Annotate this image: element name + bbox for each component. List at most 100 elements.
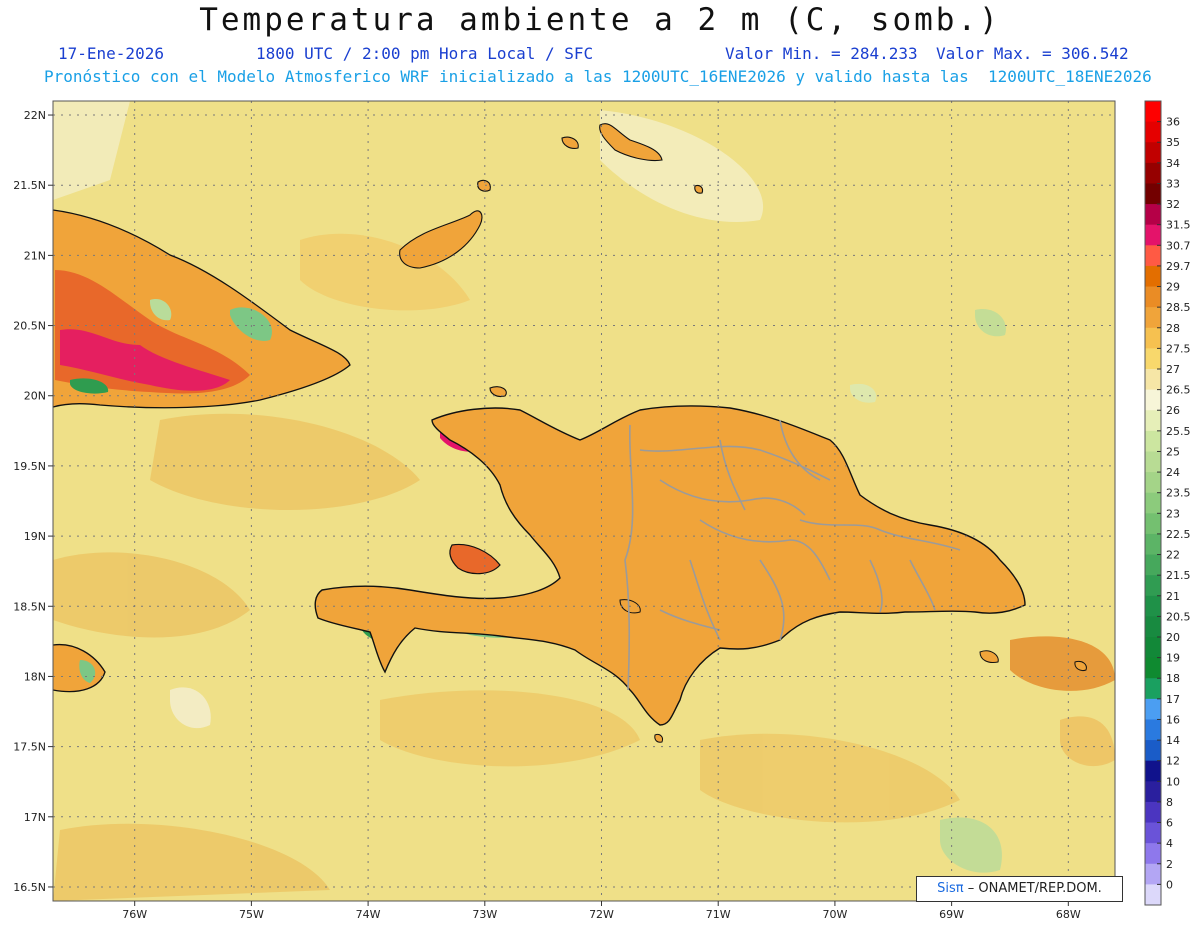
colorbar-swatch	[1145, 162, 1161, 184]
colorbar-swatch	[1145, 719, 1161, 741]
lat-tick-label: 19N	[24, 530, 46, 543]
map-title: Temperatura ambiente a 2 m (C, somb.)	[199, 2, 1001, 38]
lat-tick-label: 17N	[24, 811, 46, 824]
colorbar-label: 26	[1166, 404, 1180, 417]
colorbar-swatch	[1145, 822, 1161, 844]
colorbar-swatch	[1145, 327, 1161, 349]
colorbar-label: 23	[1166, 507, 1180, 520]
colorbar-label: 0	[1166, 878, 1173, 891]
colorbar-swatch	[1145, 492, 1161, 514]
colorbar-swatch	[1145, 183, 1161, 205]
colorbar-swatch	[1145, 286, 1161, 308]
colorbar-label: 25.5	[1166, 425, 1191, 438]
min-value: Valor Min. = 284.233	[725, 44, 918, 63]
lon-tick-label: 71W	[706, 908, 731, 921]
colorbar-label: 28	[1166, 322, 1180, 335]
lat-tick-label: 19.5N	[13, 460, 46, 473]
colorbar-label: 10	[1166, 775, 1180, 788]
colorbar-label: 25	[1166, 445, 1180, 458]
colorbar-label: 22	[1166, 549, 1180, 562]
model-info: Pronóstico con el Modelo Atmosferico WRF…	[44, 67, 1152, 86]
colorbar-label: 18	[1166, 672, 1180, 685]
colorbar-label: 12	[1166, 755, 1180, 768]
lon-tick-label: 69W	[939, 908, 964, 921]
jamaica-landmass	[53, 643, 106, 693]
colorbar-label: 23.5	[1166, 487, 1191, 500]
colorbar-swatch	[1145, 884, 1161, 906]
colorbar-swatch	[1145, 616, 1161, 638]
colorbar-label: 21	[1166, 590, 1180, 603]
credit-box: Sisπ – ONAMET/REP.DOM.	[916, 876, 1123, 902]
colorbar-swatch	[1145, 740, 1161, 762]
lat-tick-label: 18.5N	[13, 600, 46, 613]
colorbar-swatch	[1145, 533, 1161, 556]
lat-tick-label: 18N	[24, 670, 46, 683]
colorbar-label: 27.5	[1166, 342, 1191, 355]
cuba-landmass	[53, 209, 351, 409]
lon-tick-label: 74W	[356, 908, 381, 921]
sispi-logo-text: Sisπ	[937, 881, 964, 896]
colorbar-label: 33	[1166, 177, 1180, 190]
colorbar-swatch	[1145, 781, 1161, 803]
lat-tick-label: 16.5N	[13, 881, 46, 894]
lat-tick-label: 21N	[24, 249, 46, 262]
colorbar-swatch	[1145, 224, 1161, 246]
colorbar: 363534333231.530.729.72928.52827.52726.5…	[1144, 100, 1191, 906]
lat-tick-label: 22N	[24, 109, 46, 122]
colorbar-label: 35	[1166, 136, 1180, 149]
colorbar-label: 14	[1166, 734, 1180, 747]
colorbar-label: 8	[1166, 796, 1173, 809]
lon-tick-label: 75W	[239, 908, 264, 921]
colorbar-label: 32	[1166, 198, 1180, 211]
colorbar-swatch	[1145, 142, 1161, 164]
colorbar-label: 6	[1166, 817, 1173, 830]
colorbar-label: 21.5	[1166, 569, 1191, 582]
latitude-axis: 22N 21.5N 21N 20.5N 20N 19.5N 19N 18.5N 18N 17.5N…	[13, 109, 53, 894]
colorbar-label: 29	[1166, 281, 1180, 294]
colorbar-label: 24	[1166, 466, 1180, 479]
colorbar-swatch	[1145, 575, 1161, 597]
colorbar-label: 28.5	[1166, 301, 1191, 314]
colorbar-label: 34	[1166, 157, 1180, 170]
colorbar-swatch	[1145, 348, 1161, 370]
colorbar-swatch	[1145, 410, 1161, 432]
colorbar-label: 22.5	[1166, 528, 1191, 541]
colorbar-label: 31.5	[1166, 219, 1191, 232]
hispaniola-landmass	[314, 405, 1087, 743]
colorbar-swatch	[1145, 265, 1161, 288]
colorbar-label: 29.7	[1166, 260, 1191, 273]
lon-tick-label: 70W	[822, 908, 847, 921]
colorbar-label: 4	[1166, 837, 1173, 850]
lon-tick-label: 72W	[589, 908, 614, 921]
lon-tick-label: 68W	[1056, 908, 1081, 921]
colorbar-label: 2	[1166, 858, 1173, 871]
lat-tick-label: 20N	[24, 390, 46, 403]
colorbar-swatch	[1145, 760, 1161, 782]
lat-tick-label: 20.5N	[13, 320, 46, 333]
colorbar-swatch	[1145, 369, 1161, 391]
lat-tick-label: 21.5N	[13, 179, 46, 192]
colorbar-swatch	[1145, 451, 1161, 473]
sea-patches	[53, 101, 1115, 901]
colorbar-label: 36	[1166, 116, 1180, 129]
colorbar-swatch	[1145, 801, 1161, 824]
colorbar-label: 30.7	[1166, 239, 1191, 252]
colorbar-label: 27	[1166, 363, 1180, 376]
colorbar-swatch	[1145, 307, 1161, 329]
colorbar-swatch	[1145, 863, 1161, 885]
colorbar-swatch	[1145, 554, 1161, 576]
colorbar-swatch	[1145, 843, 1161, 865]
colorbar-label: 26.5	[1166, 384, 1191, 397]
longitude-axis: 76W 75W 74W 73W 72W 71W 70W 69W 68W	[122, 901, 1081, 921]
colorbar-swatch	[1145, 389, 1161, 411]
forecast-time: 1800 UTC / 2:00 pm Hora Local / SFC	[256, 44, 594, 63]
colorbar-swatch	[1145, 513, 1161, 535]
colorbar-swatch	[1145, 121, 1161, 143]
colorbar-swatch	[1145, 101, 1161, 123]
colorbar-swatch	[1145, 595, 1161, 617]
colorbar-label: 19	[1166, 652, 1180, 665]
colorbar-swatch	[1145, 698, 1161, 720]
credit-text: – ONAMET/REP.DOM.	[967, 881, 1102, 896]
colorbar-swatch	[1145, 678, 1161, 700]
